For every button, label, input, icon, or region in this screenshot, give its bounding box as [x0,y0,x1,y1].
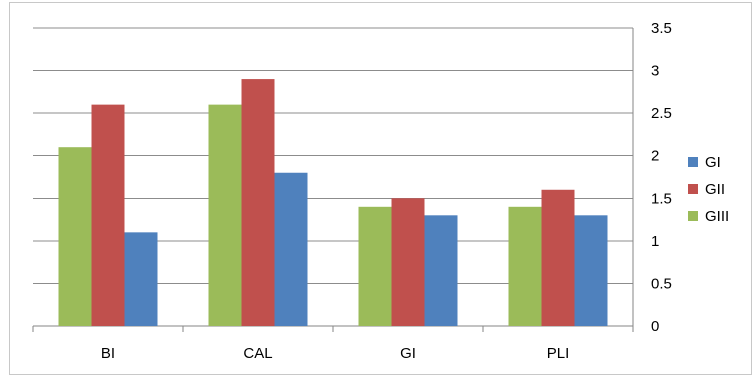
y-tick-label: 3.5 [651,20,672,37]
legend-swatch-gii [688,184,698,194]
bar-gi-gi [424,215,458,326]
y-tick-label: 2.5 [651,105,672,122]
bar-gi-pli [574,215,608,326]
legend-label-giii: GIII [705,208,729,225]
bar-giii-pli [508,206,542,326]
bar-gi-cal [274,172,308,326]
bar-giii-bi [58,147,92,326]
y-tick-label: 0.5 [651,275,672,292]
bar-gii-pli [541,189,575,326]
bar-giii-cal [208,104,242,326]
bar-gi-bi [124,232,158,326]
bar-gii-gi [391,198,425,326]
y-tick-label: 3 [651,63,659,80]
bar-gii-cal [241,79,275,326]
y-tick-label: 0 [651,318,659,335]
legend-swatch-gi [688,157,698,167]
y-tick-label: 2 [651,148,659,165]
legend-label-gii: GII [705,181,725,198]
x-category-label: CAL [243,345,272,362]
y-tick-label: 1 [651,233,659,250]
y-tick-label: 1.5 [651,190,672,207]
x-category-label: PLI [547,345,570,362]
bar-gii-bi [91,104,125,326]
legend-label-gi: GI [705,154,721,171]
legend-swatch-giii [688,211,698,221]
x-category-label: GI [400,345,416,362]
bar-giii-gi [358,206,392,326]
x-category-label: BI [101,345,115,362]
